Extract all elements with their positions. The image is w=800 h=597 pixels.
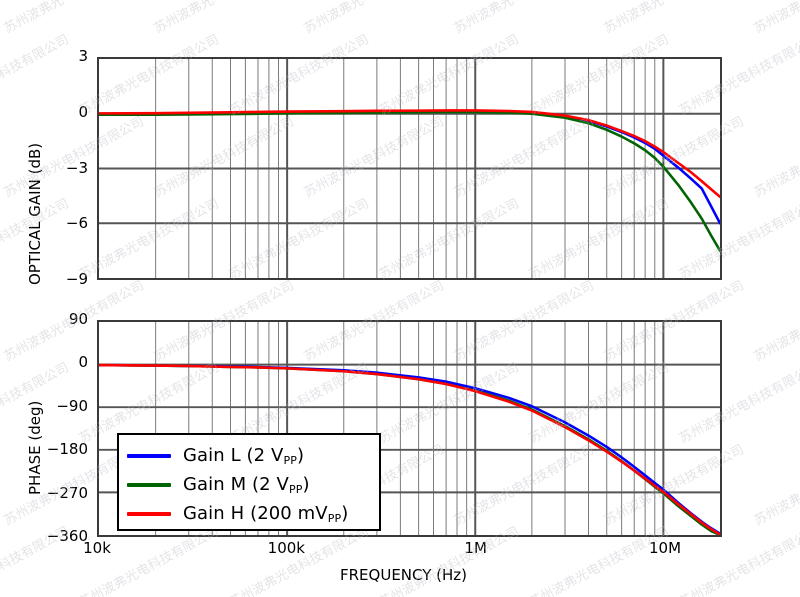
y-tick-label: −360 bbox=[46, 527, 88, 545]
legend-label: Gain M (2 VPP) bbox=[183, 474, 310, 496]
x-tick-label: 10M bbox=[648, 539, 682, 557]
y-tick-label: 3 bbox=[78, 47, 88, 65]
legend-color-swatch bbox=[127, 453, 171, 458]
watermark-text: 苏州波弗光电科技有限公司 bbox=[0, 0, 147, 37]
y-tick-label: −9 bbox=[65, 270, 88, 288]
legend-color-swatch bbox=[127, 482, 171, 487]
watermark-text: 苏州波弗光电科技有限公司 bbox=[751, 114, 800, 201]
x-axis-label: FREQUENCY (Hz) bbox=[340, 566, 468, 584]
watermark-text: 苏州波弗光电科技有限公司 bbox=[450, 0, 597, 37]
x-tick-label: 10k bbox=[83, 539, 111, 557]
legend-item: Gain M (2 VPP) bbox=[127, 470, 371, 499]
legend-item: Gain H (200 mVPP) bbox=[127, 499, 371, 528]
x-tick-label: 1M bbox=[464, 539, 487, 557]
watermark-text: 苏州波弗光电科技有限公司 bbox=[751, 442, 800, 529]
y-tick-label: −180 bbox=[46, 440, 88, 459]
y-tick-label: −6 bbox=[65, 214, 88, 233]
watermark-text: 苏州波弗光电科技有限公司 bbox=[150, 0, 297, 37]
chart-legend: Gain L (2 VPP) Gain M (2 VPP) Gain H (200 … bbox=[117, 433, 381, 531]
watermark-text: 苏州波弗光电科技有限公司 bbox=[750, 0, 800, 37]
y-tick-label: −90 bbox=[56, 396, 88, 415]
optical-gain-plot bbox=[97, 57, 722, 280]
gain-gridlines bbox=[99, 59, 720, 278]
y-tick-label: 90 bbox=[68, 310, 88, 328]
watermark-text: 苏州波弗光电科技有限公司 bbox=[600, 0, 747, 37]
legend-label: Gain L (2 VPP) bbox=[183, 445, 305, 467]
gain-curves bbox=[99, 109, 720, 252]
phase-plot bbox=[97, 320, 722, 537]
watermark-text: 苏州波弗光电科技有限公司 bbox=[751, 278, 800, 365]
watermark-text: 苏州波弗光电科技有限公司 bbox=[300, 0, 447, 37]
legend-label: Gain H (200 mVPP) bbox=[183, 503, 349, 525]
y-tick-label: −3 bbox=[65, 158, 88, 177]
phase-curves bbox=[99, 363, 720, 535]
legend-item: Gain L (2 VPP) bbox=[127, 441, 371, 470]
y-tick-label: 0 bbox=[78, 102, 88, 121]
x-tick-label: 100k bbox=[267, 539, 305, 557]
y-tick-label: −270 bbox=[46, 483, 88, 502]
legend-color-swatch bbox=[127, 511, 171, 516]
y-tick-label: 0 bbox=[78, 353, 88, 372]
